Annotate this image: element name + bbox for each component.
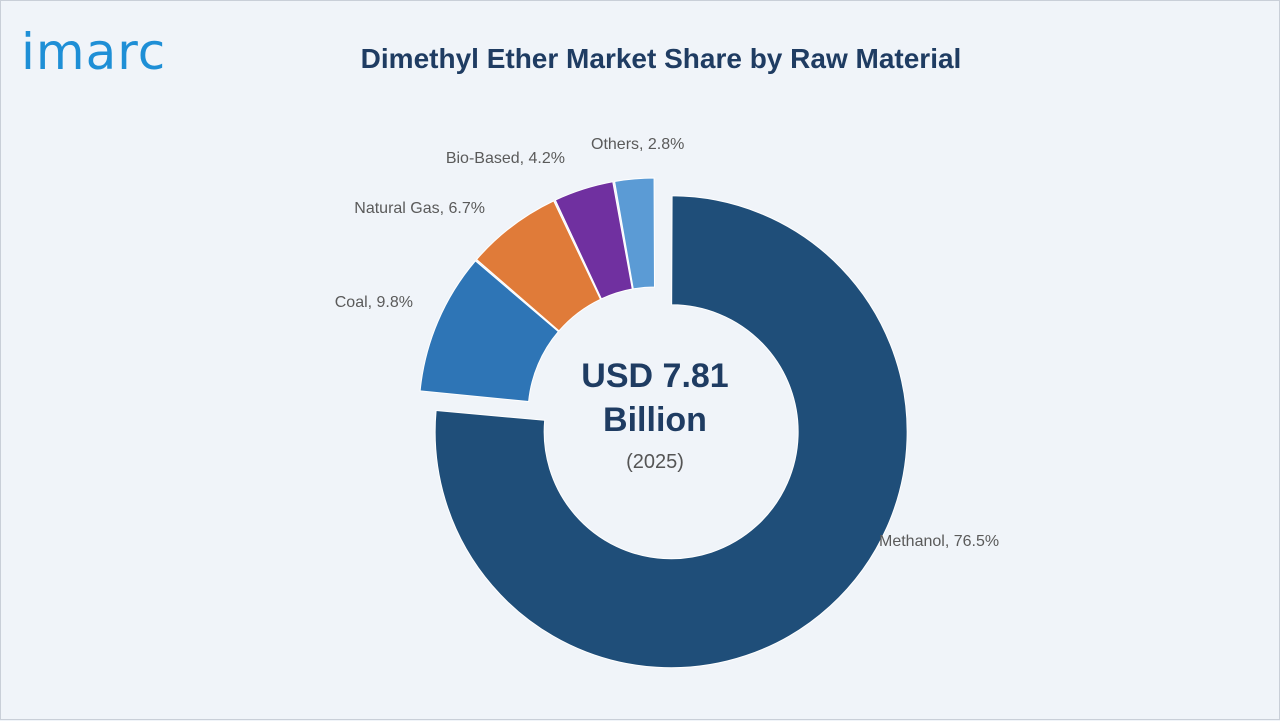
label-bio-based: Bio-Based, 4.2% [446,150,565,167]
slice-bio-based [554,181,633,300]
slice-others [614,177,655,290]
label-coal: Coal, 9.8% [335,294,413,311]
slice-methanol [434,195,908,669]
slice-natural-gas [475,200,602,332]
label-methanol: Methanol, 76.5% [879,533,999,550]
label-others: Others, 2.8% [591,136,684,153]
chart-title: Dimethyl Ether Market Share by Raw Mater… [360,43,962,74]
slice-labels: Methanol, 76.5% Coal, 9.8% Natural Gas, 6.… [335,136,999,550]
slice-coal [419,260,560,403]
label-natural-gas: Natural Gas, 6.7% [354,200,485,217]
center-year: (2025) [626,451,684,473]
imarc-logo: imarc [21,23,167,81]
donut-slices [419,177,908,669]
center-unit: Billion [603,401,707,439]
center-value: USD 7.81 [581,357,728,395]
